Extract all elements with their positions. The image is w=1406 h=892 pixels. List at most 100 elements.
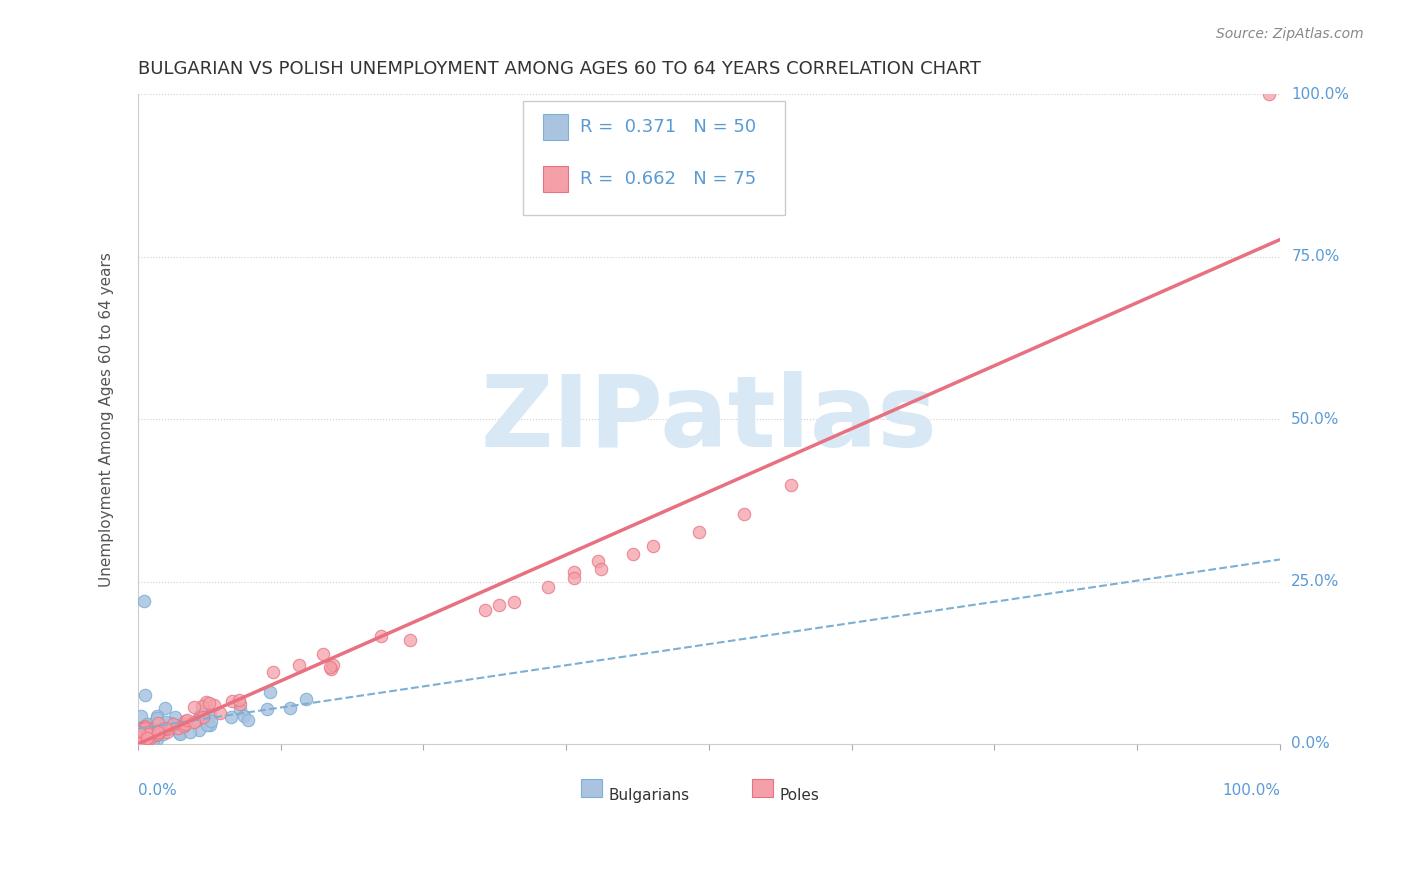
Point [134,689,156,703]
Point [148,724,170,739]
Text: Poles: Poles [780,789,820,803]
Point [198,696,221,710]
Point [183,715,205,730]
Point [186,713,208,727]
Point [586,554,609,568]
Text: R =  0.662   N = 75: R = 0.662 N = 75 [579,169,756,188]
Text: 75.0%: 75.0% [1291,249,1340,264]
Point [155,715,177,730]
Bar [543,166,568,192]
Point [163,710,186,724]
Text: 100.0%: 100.0% [1291,87,1350,102]
Point [159,716,181,731]
Point [474,603,496,617]
Point [191,710,214,724]
Point [136,731,159,745]
Text: R =  0.371   N = 50: R = 0.371 N = 50 [579,118,756,136]
Point [229,702,252,716]
Point [621,547,644,561]
Point [194,695,217,709]
Point [134,722,156,736]
Point [131,726,153,740]
Point [165,718,187,732]
Point [136,727,159,741]
Point [208,706,231,720]
Point [149,723,172,737]
Point [134,735,156,749]
Point [129,723,152,738]
Point [142,733,165,747]
Point [219,710,242,724]
Point [134,719,156,733]
Point [142,725,165,739]
Point [591,562,613,576]
Point [138,731,160,746]
Bar [581,779,602,797]
Y-axis label: Unemployment Among Ages 60 to 64 years: Unemployment Among Ages 60 to 64 years [100,252,114,587]
Point [190,699,212,714]
Point [128,732,150,747]
Point [221,694,243,708]
Point [399,633,422,648]
Point [132,729,155,743]
Bar [543,114,568,140]
Point [562,571,585,585]
Point [176,713,198,727]
Point [153,700,176,714]
Point [198,718,221,732]
Point [139,726,162,740]
Point [139,721,162,735]
Point [131,732,153,747]
Point [146,732,169,747]
Point [202,698,225,713]
Point [131,725,153,739]
Point [233,708,256,723]
Point [688,524,710,539]
Point [135,733,157,747]
Point [238,714,260,728]
Point [131,720,153,734]
Text: Bulgarians: Bulgarians [609,789,689,803]
Point [287,658,309,673]
Point [195,718,218,732]
Text: 25.0%: 25.0% [1291,574,1340,589]
Point [322,657,344,672]
Point [173,719,195,733]
Point [135,732,157,747]
Point [132,594,155,608]
Point [183,700,205,714]
Point [256,702,278,716]
Point [188,707,211,722]
Point [319,659,342,673]
Point [169,726,191,740]
Point [145,708,167,723]
Text: 50.0%: 50.0% [1291,412,1340,426]
Text: 0.0%: 0.0% [1291,737,1330,751]
Point [262,665,284,679]
Point [169,726,191,740]
Point [138,726,160,740]
Point [179,724,201,739]
Point [148,715,170,730]
Point [136,716,159,731]
Point [167,721,190,735]
Text: 100.0%: 100.0% [1222,783,1279,798]
Text: Source: ZipAtlas.com: Source: ZipAtlas.com [1216,27,1364,41]
Point [162,717,184,731]
Point [142,716,165,731]
Point [129,723,152,737]
Bar [752,779,773,797]
Point [131,727,153,741]
Point [131,735,153,749]
Point [138,725,160,739]
Point [132,731,155,745]
Point [146,716,169,731]
Text: 0.0%: 0.0% [138,783,177,798]
Point [142,722,165,736]
Point [148,726,170,740]
Point [503,595,526,609]
Point [128,731,150,745]
Point [128,736,150,750]
Point [136,725,159,739]
Text: BULGARIAN VS POLISH UNEMPLOYMENT AMONG AGES 60 TO 64 YEARS CORRELATION CHART: BULGARIAN VS POLISH UNEMPLOYMENT AMONG A… [138,60,981,78]
